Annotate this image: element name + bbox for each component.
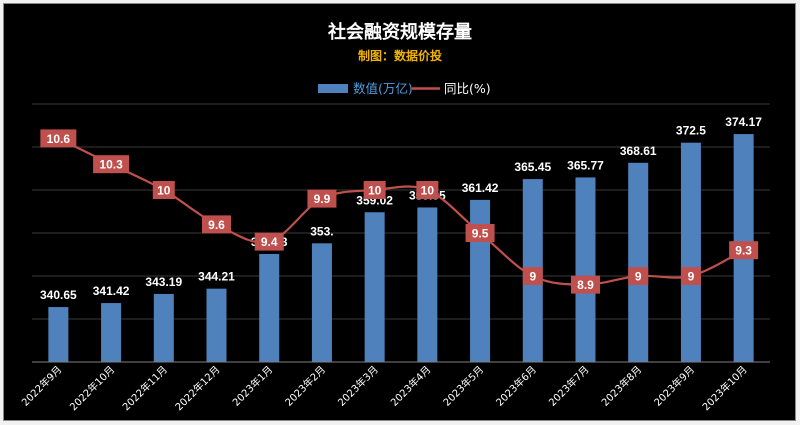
- line-label-box: [416, 181, 439, 199]
- bar-value-label: 340.65: [40, 288, 77, 302]
- x-tick-label: 2023年2月: [282, 363, 328, 409]
- chart-subtitle: 制图：数据价投: [358, 48, 442, 63]
- line-value-label: 9.6: [202, 215, 231, 234]
- bar-value-label: 365.45: [514, 160, 551, 174]
- line-value-label: 10: [152, 181, 175, 199]
- line-value-label: 9: [628, 267, 649, 285]
- bar-value-label: 343.19: [145, 275, 182, 289]
- bar: [48, 307, 69, 362]
- line-value-label: 9: [522, 267, 543, 285]
- line-value-labels: 10.6 10.3 10 9.6 9.4 9.9 10 10 9.5 9 8.9 9 9 9.3: [40, 129, 759, 294]
- bar: [311, 243, 332, 362]
- line-label-box: [202, 215, 231, 234]
- x-tick-label: 2023年1月: [230, 363, 276, 409]
- line-label-box: [571, 275, 600, 294]
- x-tick-label: 2022年11月: [120, 363, 170, 413]
- gridlines: [32, 103, 770, 363]
- line-label-text: 9: [635, 270, 642, 284]
- line-label-text: 9.4: [261, 235, 278, 249]
- x-tick-label: 2023年5月: [440, 363, 486, 409]
- bar: [680, 142, 701, 362]
- x-tick-label: 2023年9月: [651, 363, 697, 409]
- line-value-label: 8.9: [571, 275, 600, 294]
- bar: [628, 162, 649, 362]
- x-axis-tick-labels: 2022年9月 2022年10月 2022年11月 2022年12月 2023年1月 20…: [19, 363, 750, 413]
- line-label-box: [465, 224, 495, 242]
- line-label-box: [628, 267, 649, 285]
- line-label-text: 10.3: [99, 158, 123, 172]
- line-label-text: 10: [368, 184, 382, 198]
- x-tick-label: 2023年8月: [599, 363, 645, 409]
- bar-value-label: 372.5: [676, 124, 706, 138]
- bar-value-label: 361.42: [462, 181, 499, 195]
- bar: [153, 293, 174, 362]
- bar-value-labels: 340.65341.42343.19344.21350.93353.359.02…: [40, 115, 762, 302]
- x-tick-label: 2022年9月: [19, 363, 65, 409]
- bar: [259, 254, 280, 362]
- bar: [575, 177, 596, 362]
- line-label-text: 9: [529, 270, 536, 284]
- bar: [101, 303, 122, 362]
- line-label-text: 10: [421, 184, 435, 198]
- bar-series: [48, 134, 754, 362]
- line-value-label: 10.3: [93, 155, 130, 174]
- legend-bar-swatch: [318, 84, 348, 93]
- line-label-text: 9: [688, 270, 695, 284]
- line-label-box: [152, 181, 175, 199]
- legend-line-label: 同比(%): [444, 81, 491, 96]
- line-label-text: 9.3: [735, 244, 752, 258]
- x-tick-label: 2023年10月: [699, 363, 749, 413]
- line-value-label: 10.6: [40, 129, 77, 148]
- line-value-label: 9.5: [465, 224, 495, 242]
- bar-value-label: 368.61: [620, 144, 657, 158]
- x-tick-label: 2023年3月: [335, 363, 381, 409]
- line-value-label: 9: [680, 267, 701, 285]
- line-label-box: [93, 155, 130, 174]
- line-label-box: [254, 232, 284, 251]
- bar-value-label: 353.: [310, 224, 333, 238]
- line-label-text: 8.9: [577, 278, 594, 292]
- bar: [417, 207, 438, 362]
- x-tick-label: 2023年4月: [388, 363, 434, 409]
- line-value-label: 9.3: [729, 241, 759, 260]
- chart-legend: 数值(万亿) 同比(%): [318, 81, 491, 96]
- bar: [206, 288, 227, 362]
- chart-title: 社会融资规模存量: [328, 21, 472, 43]
- line-value-label: 9.4: [254, 232, 284, 251]
- legend-bar-label: 数值(万亿): [353, 81, 413, 96]
- line-label-box: [363, 181, 386, 199]
- bar-value-label: 365.77: [567, 158, 604, 172]
- line-label-text: 9.6: [208, 218, 225, 232]
- bar-value-label: 341.42: [93, 284, 130, 298]
- line-label-box: [40, 129, 77, 148]
- line-label-box: [729, 241, 759, 260]
- line-value-label: 10: [416, 181, 439, 199]
- line-label-text: 9.5: [472, 227, 489, 241]
- line-label-box: [522, 267, 543, 285]
- line-label-text: 10.6: [47, 132, 71, 146]
- x-tick-label: 2022年12月: [172, 363, 222, 413]
- line-label-text: 10: [157, 184, 171, 198]
- line-value-label: 10: [363, 181, 386, 199]
- x-tick-label: 2023年7月: [546, 363, 592, 409]
- line-value-label: 9.9: [307, 189, 337, 208]
- x-tick-label: 2023年6月: [493, 363, 539, 409]
- bar-value-label: 374.17: [725, 115, 762, 129]
- chart-svg: 社会融资规模存量 制图：数据价投 数值(万亿) 同比(%) 340.65 341.…: [19, 21, 770, 413]
- line-label-box: [307, 189, 337, 208]
- line-label-box: [680, 267, 701, 285]
- line-label-text: 9.9: [314, 192, 331, 206]
- x-tick-label: 2022年10月: [67, 363, 117, 413]
- bar: [364, 212, 385, 362]
- bar-value-label: 344.21: [198, 270, 235, 284]
- chart-frame: 社会融资规模存量 制图：数据价投 数值(万亿) 同比(%) 340.65 341.…: [3, 3, 796, 421]
